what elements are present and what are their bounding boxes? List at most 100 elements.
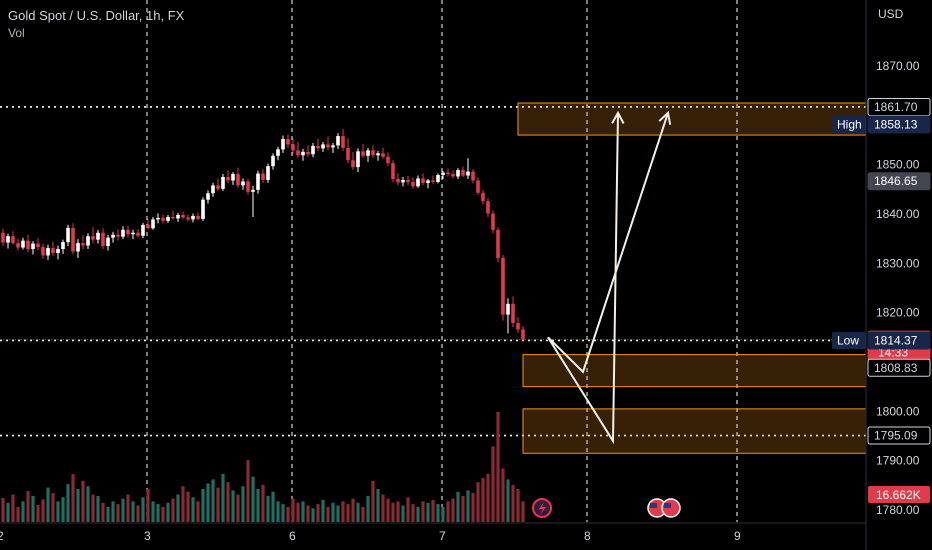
event-markers[interactable] [532,498,681,518]
price-zone [522,408,867,454]
candle-body [1,232,5,243]
price-tick-label: 1850.00 [876,158,920,172]
volume-bar [46,487,50,522]
volume-bar [66,484,70,522]
volume-bar [501,468,505,522]
price-tick-label: 1830.00 [876,256,920,270]
volume-bar [281,504,285,522]
candle-body [496,229,500,258]
projection-arrow-shallow-head [658,110,672,125]
lightning-event-icon[interactable] [532,498,552,518]
candle-body [241,181,245,186]
volume-bar [451,498,455,522]
candle-body [446,172,450,175]
price-tick-label: 1840.00 [876,207,920,221]
candle-body [331,145,335,148]
volume-bar [386,498,390,522]
candle-body [156,217,160,220]
time-tick-label: 8 [584,529,591,543]
volume-bar [191,497,195,522]
time-axis[interactable]: 2 3 6 7 8 9 [0,0,867,550]
volume-bar [351,498,355,522]
volume-bar [221,473,225,522]
candle-body [196,215,200,219]
candle-body [441,172,445,176]
price-tag-box [867,358,931,377]
volume-bar [411,504,415,522]
candle-body [426,180,430,183]
volume-bar [86,486,90,522]
volume-bar [211,479,215,522]
candle-body [276,149,280,156]
time-tick-label: 2 [0,529,4,543]
volume-bar [331,502,335,522]
price-tag-box [867,426,931,445]
candle-body [216,185,220,189]
candle-body [161,217,165,221]
candle-body [141,224,145,236]
candle-body [256,173,260,190]
volume-bar [6,502,10,522]
candle-body [136,232,140,236]
candle-body [436,175,440,182]
volume-bar [496,412,500,522]
volume-bar [276,501,280,522]
volume-bar [261,484,265,522]
candle-body [86,236,90,246]
candle-body [431,180,435,182]
candle-body [231,174,235,181]
volume-bar [491,446,495,522]
volume-bar [346,504,350,522]
volume-bar [426,502,430,522]
price-tag-label: Low [837,333,859,347]
volume-bar [196,501,200,522]
volume-bar [506,479,510,522]
price-tick-label: 1870.00 [876,59,920,73]
volume-bar [216,487,220,522]
price-tags: 1861.701858.13High1846.651814.5414:33181… [832,97,931,503]
volume-bar [251,476,255,522]
volume-bar [406,497,410,522]
candle-body [306,151,310,155]
price-tick-label: 1820.00 [876,306,920,320]
volume-bar [161,506,165,522]
candle-body [51,248,55,253]
volume-bar [36,504,40,522]
candle-body [281,139,285,150]
volume-bar [101,502,105,522]
candle-body [481,192,485,202]
chart-grid [0,0,866,522]
volume-bar [81,480,85,522]
volume-bar [306,505,310,522]
volume-bar [106,506,110,522]
us-flag-event-icon-2[interactable] [661,498,681,518]
volume-bar [21,501,25,522]
candle-body [6,236,10,243]
volume-bar [461,495,465,522]
candle-body [111,234,115,238]
volume-bar [436,504,440,522]
volume-bar [76,489,80,522]
candle-body [166,216,170,221]
volume-bar [481,478,485,522]
candle-body [371,150,375,156]
candle-body [271,155,275,167]
candle-body [386,156,390,164]
candle-body [291,144,295,151]
volume-bar [111,501,115,522]
volume-tag-value: 16.662K [876,488,921,502]
candle-body [491,213,495,230]
price-zone [517,102,867,136]
volume-bar [301,501,305,522]
candle-body [251,189,255,192]
price-tag-value: 1846.65 [874,174,918,188]
projection-arrow-deep-head [611,110,625,124]
volume-bar [96,495,100,522]
candle-body [181,214,185,218]
volume-bar [401,505,405,522]
candle-body [391,163,395,179]
volume-bar [166,502,170,522]
price-tag-label: High [837,118,862,132]
price-tag-box [867,97,931,116]
